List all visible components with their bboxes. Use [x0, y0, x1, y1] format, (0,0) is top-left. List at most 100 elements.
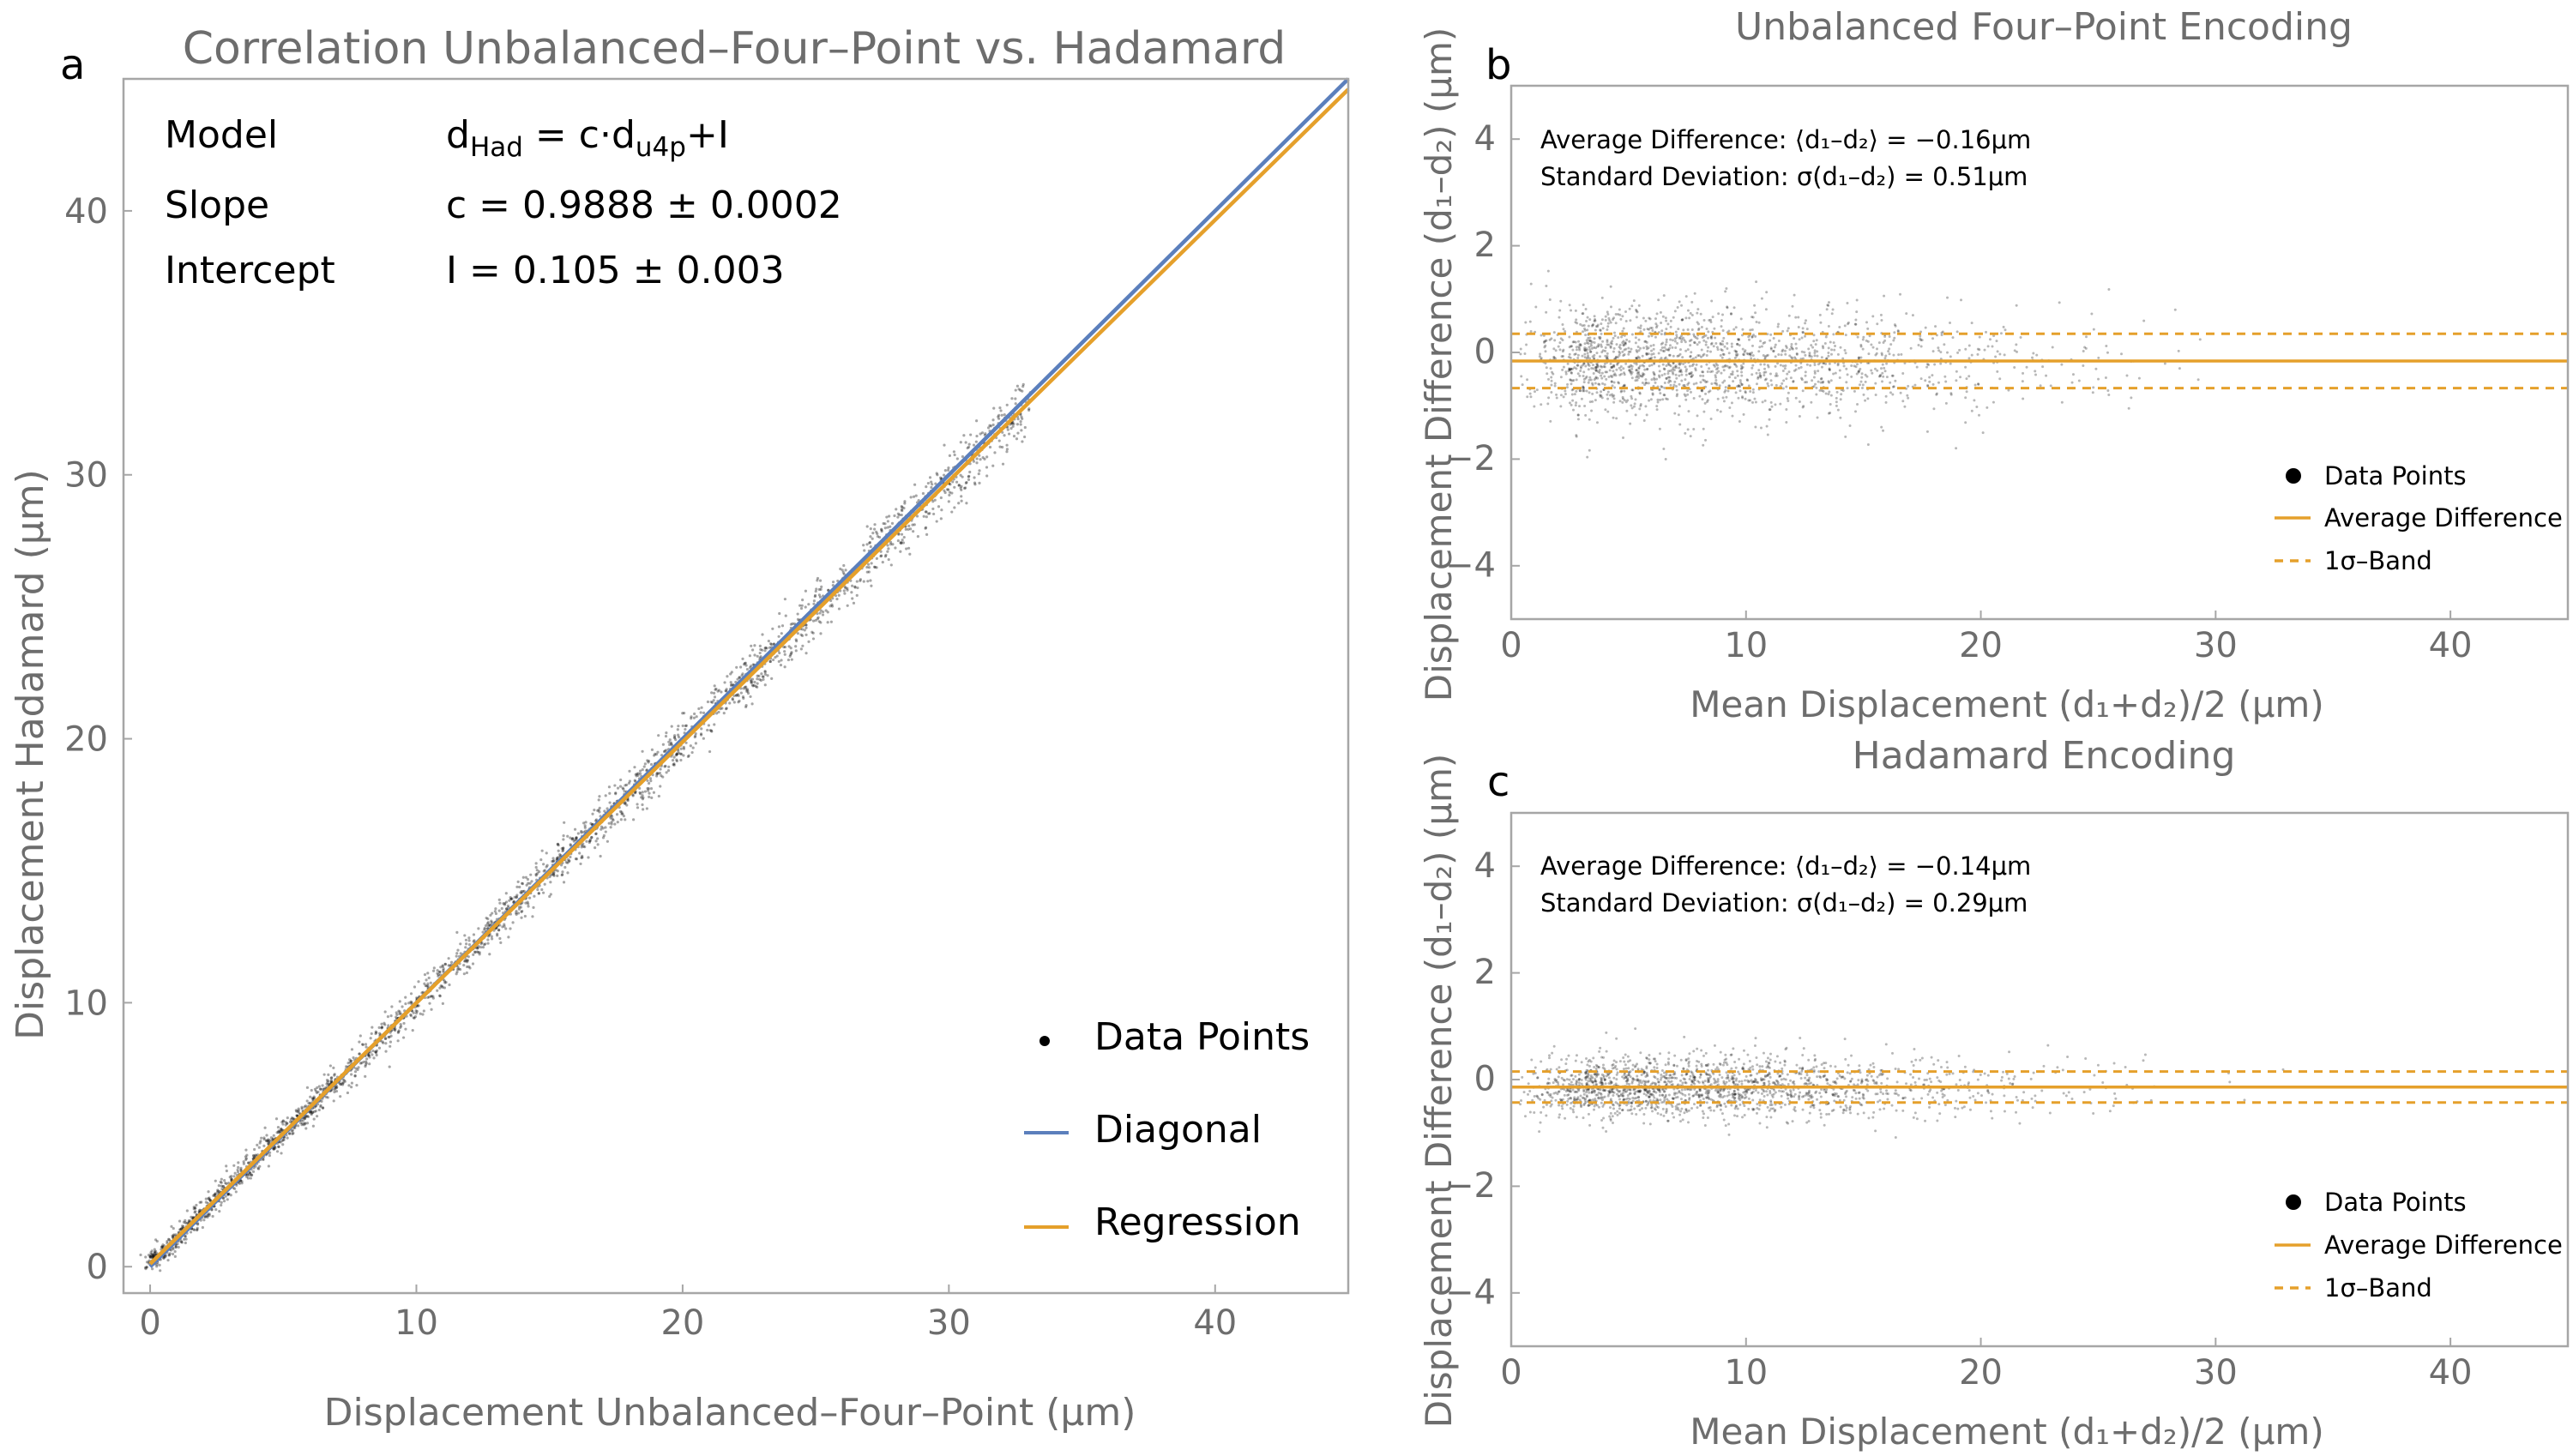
data-point	[1723, 345, 1726, 348]
data-point	[1680, 304, 1684, 307]
data-point	[1678, 336, 1682, 340]
data-point	[1667, 353, 1671, 357]
data-point	[1001, 462, 1005, 466]
data-point	[413, 985, 417, 989]
data-point	[1998, 377, 2002, 381]
data-point	[1876, 322, 1879, 326]
data-point	[1702, 374, 1705, 377]
data-point	[1550, 376, 1553, 379]
data-point	[804, 633, 808, 636]
data-point	[415, 1004, 419, 1008]
data-point	[1721, 340, 1725, 343]
data-point	[1699, 381, 1702, 384]
data-point	[1841, 357, 1845, 360]
data-point	[913, 523, 916, 526]
data-point	[1575, 318, 1578, 322]
data-point	[424, 984, 427, 988]
data-point	[1611, 384, 1614, 388]
data-point	[1666, 322, 1670, 326]
data-point	[1835, 400, 1838, 404]
data-point	[1582, 330, 1585, 334]
data-point	[396, 1039, 400, 1043]
data-point	[1571, 348, 1575, 352]
data-point	[1684, 373, 1688, 376]
data-point	[957, 484, 961, 487]
data-point	[661, 743, 665, 746]
data-point	[1593, 378, 1596, 382]
data-point	[801, 644, 804, 647]
data-point	[1653, 376, 1656, 380]
data-point	[1583, 352, 1587, 356]
data-point	[153, 1251, 157, 1254]
data-point	[1866, 443, 1870, 447]
data-point	[327, 1083, 330, 1086]
data-point	[2002, 325, 2005, 328]
data-point	[800, 604, 804, 607]
data-point	[811, 631, 815, 635]
data-point	[1690, 1106, 1694, 1110]
data-point	[876, 532, 879, 536]
data-point	[1664, 457, 1667, 460]
data-point	[1740, 382, 1744, 386]
data-point	[1671, 368, 1674, 371]
model-label: Model	[165, 113, 278, 157]
data-point	[1594, 369, 1598, 372]
data-point	[1759, 426, 1763, 430]
data-point	[1696, 308, 1700, 311]
data-point	[2077, 379, 2081, 382]
data-point	[1594, 399, 1597, 402]
data-point	[2107, 394, 2111, 397]
data-point	[649, 762, 654, 767]
data-point	[786, 658, 791, 662]
data-point	[975, 434, 979, 438]
data-point	[648, 795, 651, 798]
data-point	[1708, 318, 1711, 322]
data-point	[456, 965, 460, 969]
data-point	[508, 899, 511, 902]
data-point	[853, 586, 857, 589]
data-point	[596, 837, 600, 840]
data-point	[760, 672, 763, 676]
data-point	[1794, 396, 1798, 400]
data-point	[1618, 366, 1621, 370]
data-point	[399, 1022, 402, 1026]
data-point	[1578, 1098, 1582, 1102]
data-point	[2178, 367, 2181, 370]
data-point	[1766, 433, 1769, 436]
data-point	[541, 891, 545, 894]
data-point	[172, 1234, 175, 1237]
data-point	[256, 1143, 259, 1146]
data-point	[1673, 380, 1677, 383]
data-point	[1593, 341, 1596, 345]
data-point	[1547, 1056, 1551, 1060]
data-point	[465, 965, 469, 969]
data-point	[1740, 370, 1744, 374]
data-point	[816, 617, 819, 621]
data-point	[349, 1059, 353, 1062]
panel-b-x-tick-label: 0	[1500, 626, 1522, 665]
data-point	[741, 695, 745, 699]
data-point	[627, 781, 631, 785]
data-point	[286, 1122, 289, 1125]
data-point	[1720, 356, 1724, 359]
data-point	[1566, 362, 1570, 365]
data-point	[1811, 346, 1815, 349]
data-point	[313, 1087, 317, 1091]
data-point	[432, 966, 436, 970]
data-point	[1600, 345, 1603, 348]
data-point	[869, 526, 872, 531]
data-point	[1896, 330, 1900, 334]
data-point	[602, 833, 606, 838]
data-point	[1830, 312, 1834, 316]
data-point	[383, 1023, 387, 1026]
data-point	[1931, 337, 1935, 340]
data-point	[1829, 379, 1833, 382]
data-point	[321, 1106, 325, 1110]
data-point	[500, 906, 503, 911]
data-point	[1015, 423, 1020, 426]
data-point	[636, 803, 639, 806]
data-point	[184, 1241, 187, 1245]
data-point	[193, 1228, 196, 1232]
data-point	[1529, 329, 1533, 333]
data-point	[1573, 393, 1576, 396]
